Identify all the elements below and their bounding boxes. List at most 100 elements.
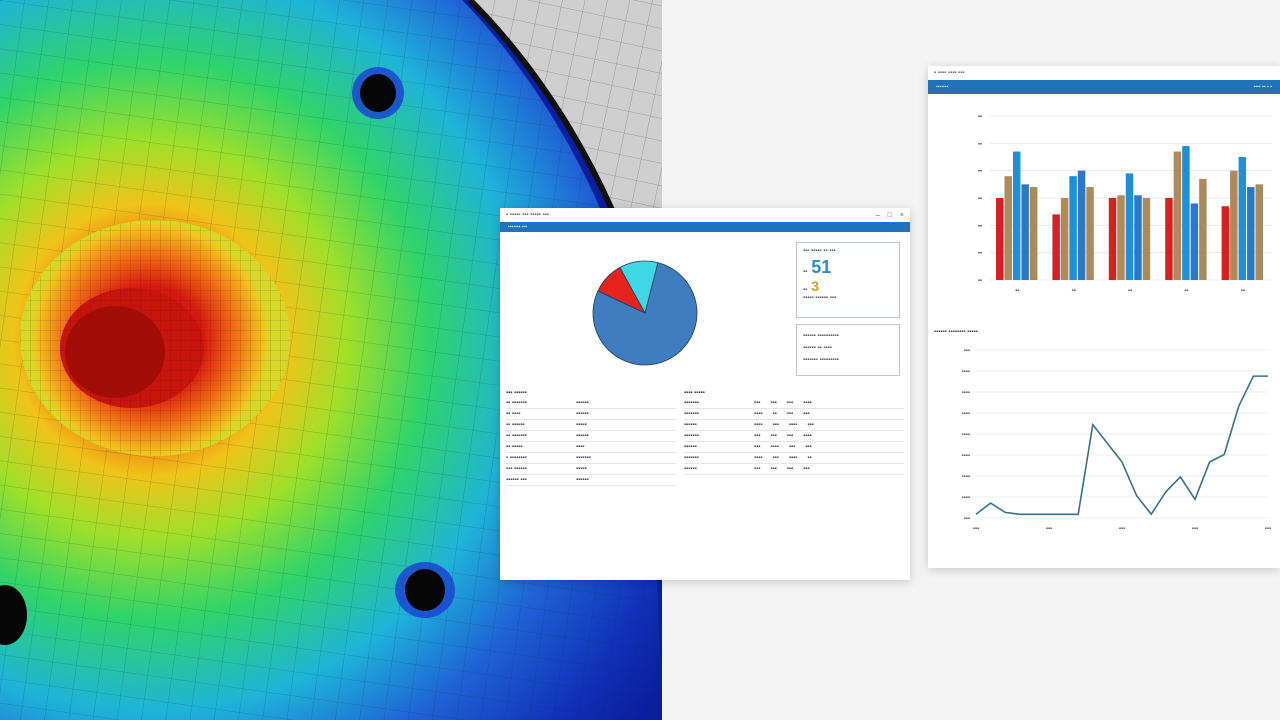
pie-slice[interactable] <box>592 262 698 366</box>
bar-x-tick: ▪▪ <box>1184 288 1188 294</box>
bar-mark[interactable] <box>1069 176 1077 280</box>
line-y-tick: ▪▪▪▪ <box>961 390 970 396</box>
right-table-cell: ▪▪▪▪▪▪▪ <box>684 433 699 439</box>
right-table-cell: ▪▪▪ <box>770 400 777 406</box>
bar-mark[interactable] <box>1165 198 1173 280</box>
right-table-cell: ▪▪▪ <box>754 444 761 450</box>
left-table-cell: ▪▪ ▪▪▪▪▪▪▪ <box>506 400 527 406</box>
bar-x-tick: ▪▪ <box>1241 288 1245 294</box>
charts-toolbar-right: ▪▪▪▪ ▪▪ ▪ ▪ <box>1253 84 1272 90</box>
info-card[interactable]: ▪▪▪▪▪▪ ▪▪▪▪▪▪▪▪▪▪ ▪▪▪▪▪▪ ▪▪ ▪▪▪▪ ▪▪▪▪▪▪▪… <box>796 324 900 376</box>
right-table-cell: ▪▪▪▪▪▪ <box>684 444 697 450</box>
bar-x-tick: ▪▪ <box>1015 288 1019 294</box>
line-y-tick: ▪▪▪▪ <box>961 411 970 417</box>
info-line-3: ▪▪▪▪▪▪▪ ▪▪▪▪▪▪▪▪▪ <box>803 357 839 363</box>
right-table-cell: ▪▪ <box>772 411 777 417</box>
bar-mark[interactable] <box>1173 151 1182 280</box>
bar-mark[interactable] <box>1125 173 1134 280</box>
bar-y-tick: ▪▪ <box>978 169 982 175</box>
left-table-row: ▪▪ ▪▪▪▪▪ ▪▪▪▪ <box>506 442 676 453</box>
bar-mark[interactable] <box>1117 195 1125 280</box>
bar-y-tick: ▪▪ <box>978 141 982 147</box>
summary-label-1: ▪▪ <box>803 269 808 275</box>
right-table-row: ▪▪▪▪▪▪▪▪▪▪▪▪▪▪▪▪▪▪▪▪ <box>684 398 904 409</box>
bar-y-tick: ▪▪ <box>978 278 982 284</box>
left-table-cell: ▪▪▪▪▪▪ <box>576 477 589 483</box>
right-table-cell: ▪▪▪ <box>786 466 794 472</box>
right-results-table: ▪▪▪▪ ▪▪▪▪▪ ▪▪▪▪▪▪▪ ▪▪▪ ▪▪▪ ▪▪▪ ▪▪▪▪ ▪▪▪▪▪▪▪ ▪▪… <box>684 388 904 475</box>
bar-y-tick: ▪▪ <box>978 223 982 229</box>
charts-window[interactable]: ▪ ▪▪▪▪ ▪▪▪▪ ▪▪▪ ▪▪▪▪▪▪▪ ▪▪▪▪ ▪▪ ▪ ▪ ▪▪ ▪▪… <box>928 66 1280 568</box>
line-y-tick: ▪▪▪▪ <box>961 369 970 375</box>
charts-window-title: ▪ ▪▪▪▪ ▪▪▪▪ ▪▪▪ <box>934 70 965 76</box>
line-chart[interactable]: ▪▪▪▪▪▪▪▪▪▪▪▪▪▪▪▪▪▪▪▪▪▪▪▪▪▪▪▪▪▪▪▪▪▪▪▪▪ ▪▪▪… <box>928 346 1280 536</box>
line-x-tick: ▪▪▪ <box>1265 526 1271 532</box>
line-y-tick: ▪▪▪▪ <box>961 432 970 438</box>
bar-mark[interactable] <box>1108 198 1117 280</box>
left-results-table: ▪▪▪ ▪▪▪▪▪▪ ▪▪ ▪▪▪▪▪▪▪ ▪▪▪▪▪▪ ▪▪ ▪▪▪▪ ▪▪▪▪▪▪… <box>506 388 676 486</box>
bar-mark[interactable] <box>1077 170 1086 280</box>
bar-mark[interactable] <box>1142 198 1151 280</box>
line-x-tick: ▪▪▪ <box>1119 526 1125 532</box>
right-table-cell: ▪▪▪ <box>786 400 794 406</box>
right-table-cell: ▪▪▪▪ <box>754 422 763 428</box>
bar-mark[interactable] <box>1029 187 1038 280</box>
bar-mark[interactable] <box>1086 187 1094 280</box>
summary-card[interactable]: ▪▪▪ ▪▪▪▪▪ ▪▪ ▪▪▪ ▪▪ 51 ▪▪ 3 ▪▪▪▪▪ ▪▪▪▪▪▪… <box>796 242 900 318</box>
right-table-cell: ▪▪▪▪ <box>754 411 763 417</box>
bar-mark[interactable] <box>1238 157 1247 280</box>
left-table-cell: ▪▪▪▪▪ <box>576 422 587 428</box>
right-table-cell: ▪▪▪▪▪▪▪ <box>684 411 699 417</box>
left-table-cell: ▪▪ ▪▪▪▪▪ <box>506 444 523 450</box>
bar-mark[interactable] <box>1230 170 1238 280</box>
summary-card-header: ▪▪▪ ▪▪▪▪▪ ▪▪ ▪▪▪ <box>803 248 836 254</box>
maximize-button[interactable]: □ <box>887 211 892 219</box>
bar-mark[interactable] <box>1190 203 1199 280</box>
line-x-tick: ▪▪▪ <box>973 526 979 532</box>
bar-chart[interactable]: ▪▪ ▪▪ ▪▪ ▪▪ ▪▪ ▪▪ ▪▪ ▪▪ ▪▪ ▪▪ ▪▪ ▪▪ <box>928 106 1280 306</box>
bar-mark[interactable] <box>1134 195 1142 280</box>
bar-mark[interactable] <box>1255 184 1263 280</box>
right-table-row: ▪▪▪▪▪▪▪▪▪▪▪▪▪▪▪▪▪▪▪▪ <box>684 453 904 464</box>
bar-mark[interactable] <box>1247 187 1255 280</box>
close-button[interactable]: × <box>899 211 904 219</box>
right-table-row: ▪▪▪▪▪▪▪▪▪▪▪▪▪▪▪▪▪▪▪▪ <box>684 420 904 431</box>
summary-value-2: 3 <box>811 278 820 294</box>
line-chart-title: ▪▪▪▪▪▪ ▪▪▪▪▪▪▪▪ ▪▪▪▪▪ <box>934 329 978 335</box>
left-table-cell: ▪ ▪▪▪▪▪▪▪▪ <box>506 455 527 461</box>
right-table-cell: ▪▪▪ <box>803 466 810 472</box>
bar-mark[interactable] <box>1052 214 1060 280</box>
bar-mark[interactable] <box>1199 178 1207 280</box>
line-y-tick: ▪▪▪▪ <box>961 495 970 501</box>
left-table-row: ▪▪ ▪▪▪▪ ▪▪▪▪▪▪ <box>506 409 676 420</box>
right-table-cell: ▪▪▪ <box>788 444 796 450</box>
bar-mark[interactable] <box>1012 151 1021 280</box>
charts-window-titlebar: ▪ ▪▪▪▪ ▪▪▪▪ ▪▪▪ <box>928 66 1280 80</box>
right-table-body: ▪▪▪▪▪▪▪ ▪▪▪ ▪▪▪ ▪▪▪ ▪▪▪▪ ▪▪▪▪▪▪▪ ▪▪▪▪ ▪▪ ▪▪▪ ▪▪▪ ▪… <box>684 398 904 475</box>
report-window[interactable]: ▪ ▪▪▪▪▪ ▪▪▪ ▪▪▪▪▪ ▪▪▪ – □ × ▪▪▪▪▪▪▪ ▪▪▪ … <box>500 208 910 580</box>
right-table-cell: ▪▪▪▪ <box>788 455 798 461</box>
right-table-row: ▪▪▪▪▪▪▪▪▪▪▪▪▪▪▪▪▪▪▪ <box>684 442 904 453</box>
bar-mark[interactable] <box>1221 206 1230 280</box>
minimize-button[interactable]: – <box>875 211 880 219</box>
right-table-cell: ▪▪▪ <box>772 455 779 461</box>
line-series[interactable] <box>975 375 1268 516</box>
bar-x-tick: ▪▪ <box>1128 288 1132 294</box>
bar-mark[interactable] <box>996 198 1004 280</box>
right-table-cell: ▪▪▪▪ <box>754 455 763 461</box>
bar-mark[interactable] <box>1004 176 1012 280</box>
right-table-cell: ▪▪▪▪▪▪ <box>684 422 697 428</box>
pie-slice[interactable] <box>619 260 659 315</box>
right-table-cell: ▪▪▪ <box>770 433 777 439</box>
left-table-header: ▪▪▪ ▪▪▪▪▪▪ <box>506 390 527 396</box>
bar-mark[interactable] <box>1021 184 1029 280</box>
right-table-cell: ▪▪▪▪▪▪ <box>684 466 697 472</box>
report-toolbar: ▪▪▪▪▪▪▪ ▪▪▪ <box>500 222 910 232</box>
left-table-cell: ▪▪▪▪▪▪ ▪▪▪ <box>506 477 527 483</box>
right-table-cell: ▪▪▪▪▪▪▪ <box>684 455 699 461</box>
bar-mark[interactable] <box>1182 146 1190 280</box>
pie-chart[interactable] <box>580 248 710 378</box>
bar-mark[interactable] <box>1060 198 1069 280</box>
right-table-row: ▪▪▪▪▪▪▪▪▪▪▪▪▪▪▪▪▪▪▪▪ <box>684 431 904 442</box>
left-table-cell: ▪▪▪▪▪▪ <box>576 433 589 439</box>
